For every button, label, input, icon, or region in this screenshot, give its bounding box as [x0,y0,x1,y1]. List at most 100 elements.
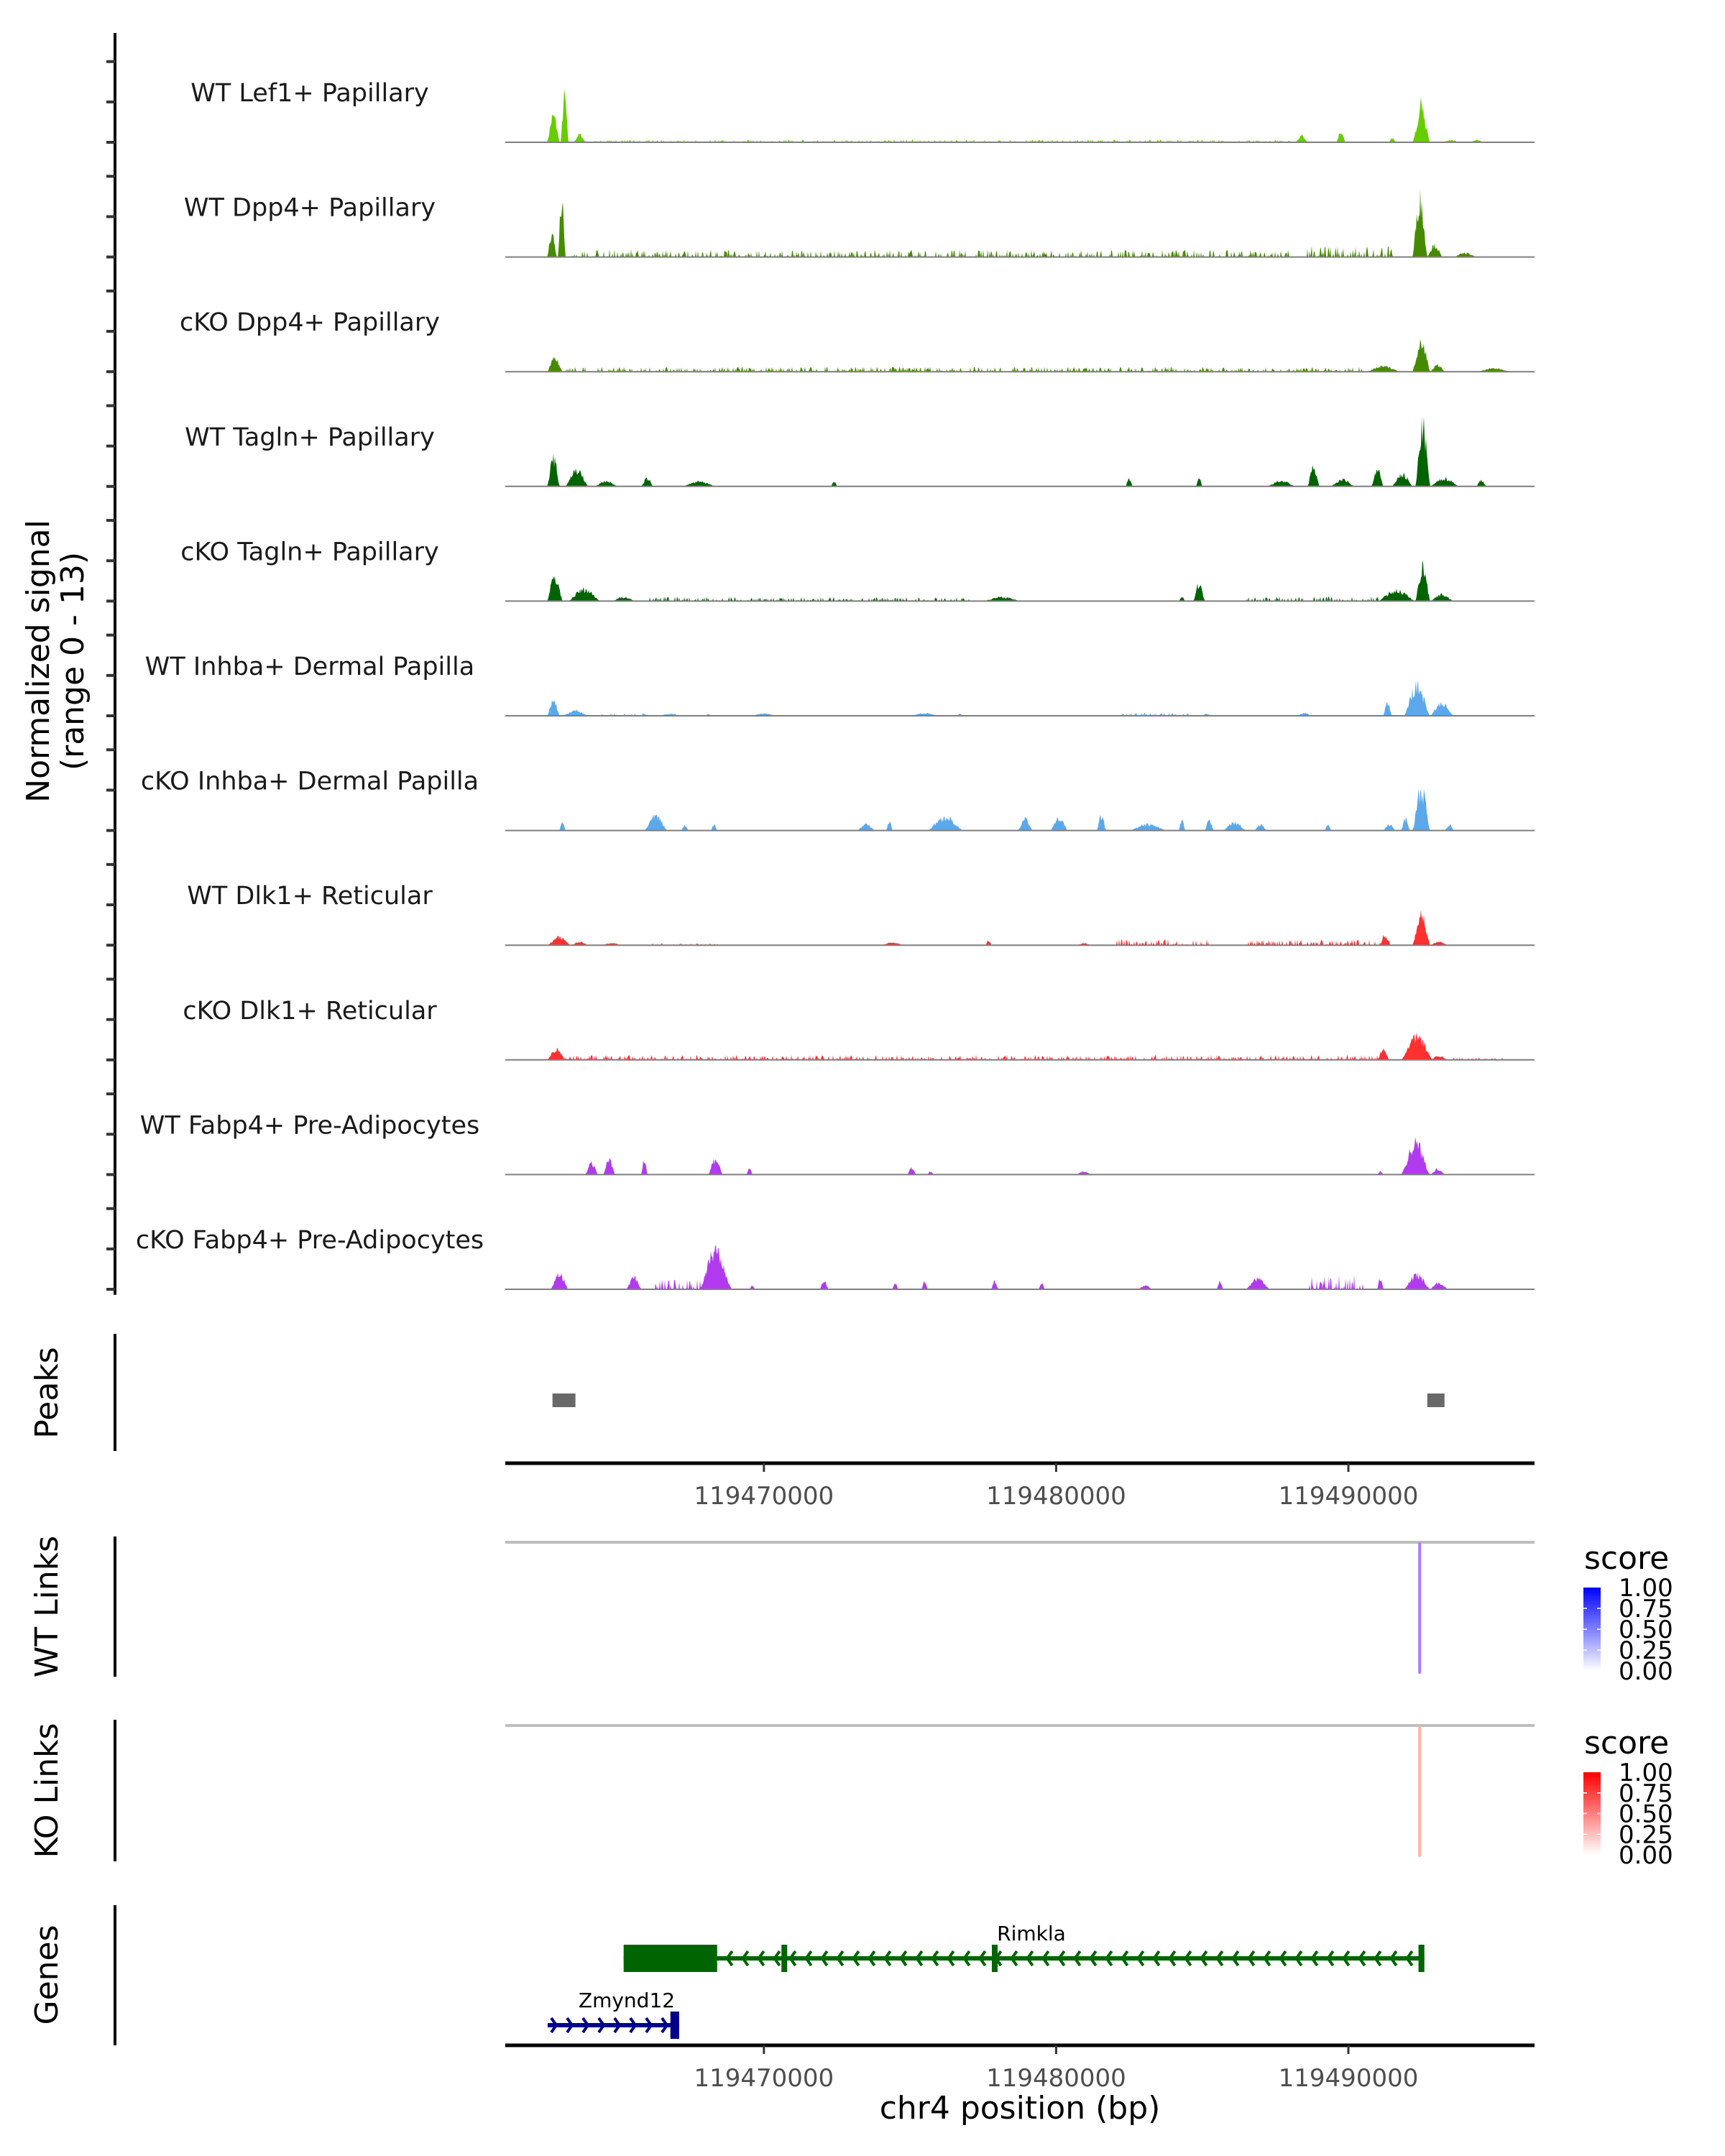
legend-tick-label: 0.75 [1619,1779,1673,1808]
strand-chevron-icon [1358,1950,1366,1967]
strand-chevron-icon [1089,1950,1098,1967]
coverage-area [505,1137,1535,1175]
legend-tick-label: 0.25 [1619,1636,1673,1665]
coverage-track: WT Lef1+ Papillary [190,79,1535,143]
track-label: WT Lef1+ Papillary [190,79,429,108]
track-label: WT Dpp4+ Papillary [184,194,436,223]
signal-y-axis [106,33,116,1295]
x-tick-label: 119480000 [986,2064,1126,2093]
strand-chevron-icon [1374,1950,1382,1967]
legend-tick-label: 0.00 [1619,1841,1673,1870]
strand-chevron-icon [1231,1950,1240,1967]
signal-y-title-line1: Normalized signal [20,520,57,803]
x-tick-label: 119470000 [694,1482,834,1511]
strand-chevron-icon [1168,1950,1177,1967]
legend-tick-label: 0.50 [1619,1616,1673,1644]
strand-chevron-icon [773,1950,781,1967]
x-tick-label: 119480000 [986,1482,1126,1511]
strand-chevron-icon [1279,1950,1287,1967]
signal-y-axis-title: Normalized signal (range 0 - 13) [20,520,91,803]
strand-chevron-icon [741,1950,750,1967]
strand-chevron-icon [581,2017,590,2034]
strand-chevron-icon [1184,1950,1192,1967]
coverage-track: cKO Dlk1+ Reticular [183,997,1535,1061]
track-label: cKO Fabp4+ Pre-Adipocytes [136,1226,484,1255]
strand-chevron-icon [1294,1950,1303,1967]
legend-tick-label: 0.50 [1619,1800,1673,1829]
strand-chevron-icon [613,2017,622,2034]
peaks-track: Peaks [29,1334,1445,1451]
strand-chevron-icon [978,1950,987,1967]
strand-chevron-icon [1263,1950,1271,1967]
strand-chevron-icon [836,1950,845,1967]
legend-tick-label: 0.00 [1619,1657,1673,1686]
strand-chevron-icon [1073,1950,1082,1967]
coverage-track: cKO Inhba+ Dermal Papilla [141,768,1535,831]
coverage-tracks: WT Lef1+ Papillary WT Dpp4+ Papillary cKO … [136,79,1535,1290]
strand-chevron-icon [597,2017,606,2034]
x-tick-label: 119490000 [1279,1482,1419,1511]
coverage-track: WT Inhba+ Dermal Papilla [145,653,1535,717]
coverage-track: WT Dlk1+ Reticular [187,882,1535,946]
gene-exon [670,2012,679,2039]
legend-title: score [1584,1540,1669,1577]
strand-chevron-icon [820,1950,829,1967]
peak-region [1427,1393,1445,1407]
gene-exon [1418,1945,1425,1972]
links-track-label: WT Links [29,1536,65,1677]
strand-chevron-icon [899,1950,908,1967]
x-tick-label: 119490000 [1279,2064,1419,2093]
coverage-area [505,680,1535,716]
x-axis-title: chr4 position (bp) [880,2090,1161,2127]
strand-chevron-icon [725,1950,734,1967]
coverage-track: cKO Fabp4+ Pre-Adipocytes [136,1226,1535,1290]
strand-chevron-icon [947,1950,955,1967]
gene-exon [991,1945,998,1972]
legend-tick-label: 0.25 [1619,1820,1673,1849]
strand-chevron-icon [1342,1950,1351,1967]
strand-chevron-icon [1405,1950,1414,1967]
strand-chevron-icon [852,1950,860,1967]
signal-y-title-line2: (range 0 - 13) [55,552,91,770]
track-label: cKO Tagln+ Papillary [180,538,439,566]
gene-exon [781,1945,788,1972]
strand-chevron-icon [1026,1950,1034,1967]
coverage-track: cKO Dpp4+ Papillary [180,308,1535,373]
strand-chevron-icon [1200,1950,1208,1967]
strand-chevron-icon [1152,1950,1161,1967]
legend-title: score [1584,1725,1669,1761]
strand-chevron-icon [915,1950,924,1967]
strand-chevron-icon [804,1950,813,1967]
track-label: cKO Dlk1+ Reticular [183,997,437,1026]
genes-track: Genes Rimkla Zmynd12 [29,1905,1425,2045]
coverage-track: cKO Tagln+ Papillary [180,538,1535,602]
x-axis-bottom: 119470000 119480000 119490000 [505,2043,1535,2093]
strand-chevron-icon [566,2017,574,2034]
strand-chevron-icon [1215,1950,1224,1967]
track-label: WT Dlk1+ Reticular [187,882,433,911]
track-label: WT Inhba+ Dermal Papilla [145,653,474,681]
strand-chevron-icon [645,2017,653,2034]
coverage-area [505,338,1535,372]
coverage-area [505,1032,1535,1060]
x-tick-label: 119470000 [694,2064,834,2093]
strand-chevron-icon [1389,1950,1398,1967]
gene-model: Zmynd12 [547,1989,679,2039]
track-label: cKO Inhba+ Dermal Papilla [141,768,479,796]
strand-chevron-icon [1010,1950,1018,1967]
genes-track-label: Genes [29,1925,65,2024]
coverage-area [505,560,1535,602]
gene-label: Rimkla [997,1922,1066,1945]
coverage-track: WT Tagln+ Papillary [185,417,1535,487]
strand-chevron-icon [1041,1950,1050,1967]
strand-chevron-icon [1247,1950,1256,1967]
coverage-track: WT Fabp4+ Pre-Adipocytes [140,1111,1535,1176]
legend-tick-label: 1.00 [1619,1759,1673,1787]
strand-chevron-icon [1310,1950,1319,1967]
coverage-area [505,188,1535,257]
